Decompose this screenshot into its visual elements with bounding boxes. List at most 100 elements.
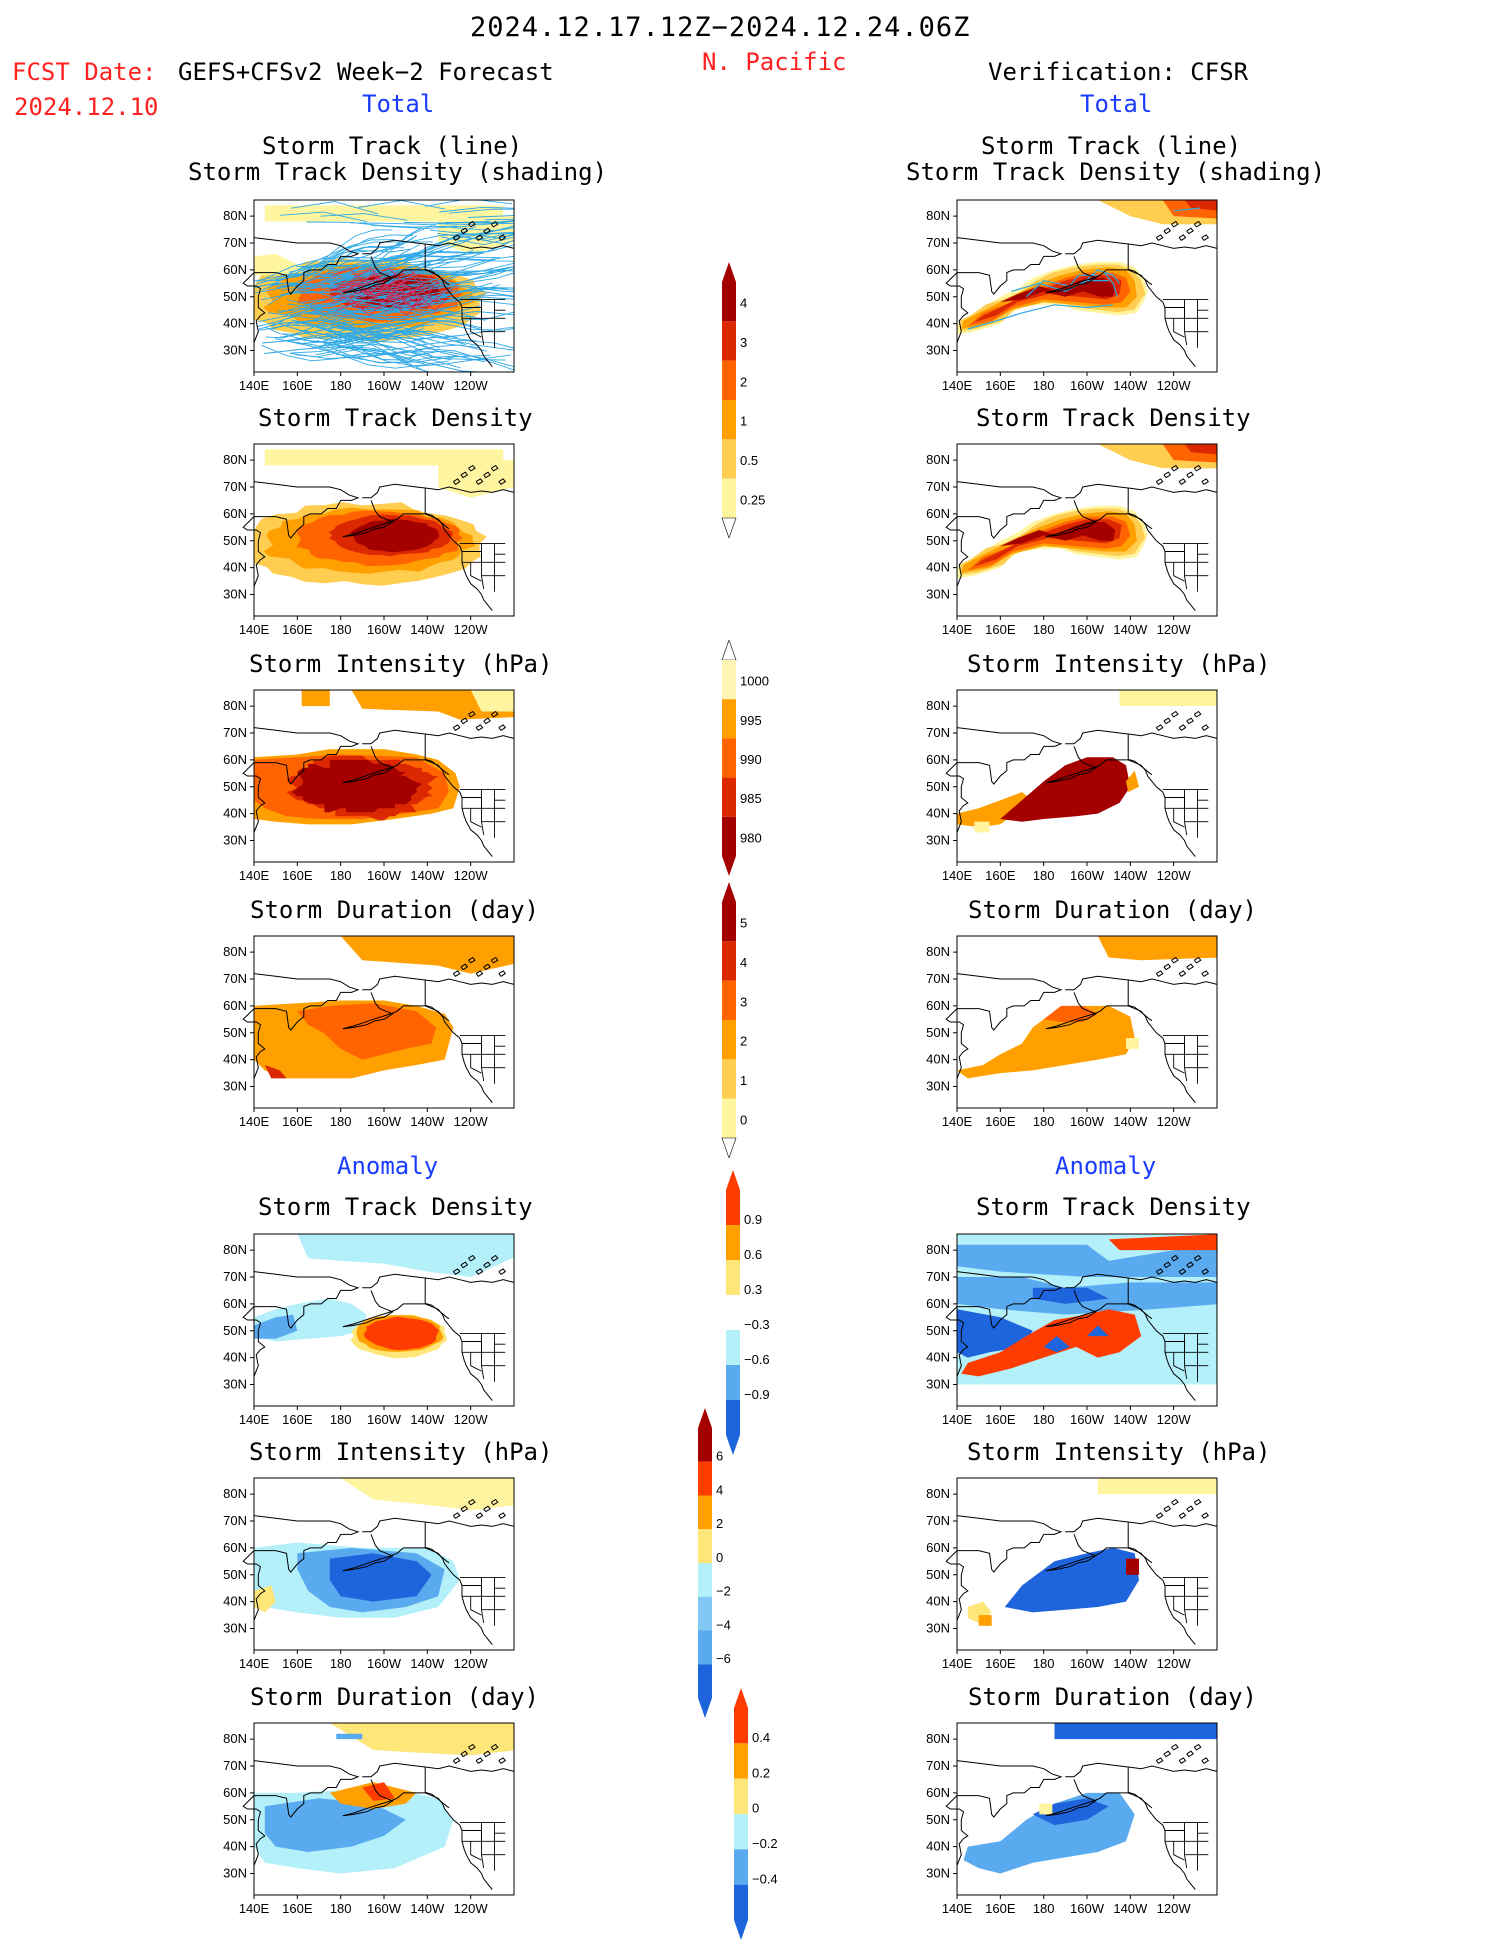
colorbar-label: 0.4 [752,1730,770,1745]
colorbar-cap-bottom [722,856,736,876]
map-obs-anom-duration: 80N 70N 60N 50N 40N 30N 140E 160E 180 160W 140W 120… [905,1719,1218,1916]
state-borders [459,788,506,838]
observed-storm-tracks [967,207,1200,330]
shading-region [297,1234,514,1277]
colorbar-label: −2 [716,1584,731,1599]
colorbar-swatch [698,1563,712,1597]
map-field [963,1723,1217,1874]
shading-region [957,1005,1135,1079]
lon-label: 160W [1070,868,1105,883]
title-duration-left: Storm Duration (day) [250,896,539,924]
lat-label: 70N [223,235,247,250]
shading-region [329,1723,514,1756]
colorbar-label: 6 [716,1449,723,1464]
colorbar-swatch [734,1849,748,1885]
map-obs-anom-duration-svg: 80N 70N 60N 50N 40N 30N 140E 160E 180 160W 140W 120… [926,1722,1218,1916]
colorbar-label: −0.3 [744,1317,770,1332]
colorbar-swatch [698,1495,712,1530]
region-label: N. Pacific [702,48,847,76]
title-anom-density-right: Storm Track Density [976,1193,1251,1221]
colorbar-label: −0.9 [744,1387,770,1402]
lon-label: 160W [367,1656,402,1671]
colorbar-swatch [722,941,736,981]
title-track-shading-left: Storm Track Density (shading) [188,158,608,186]
shading-region [1108,1234,1217,1251]
shading-region [1043,1336,1070,1353]
shading-region [301,690,330,707]
coastline [945,1743,1218,1890]
lon-label: 160W [367,1114,402,1129]
lat-label: 30N [926,587,950,602]
colorbar-cap-bottom [721,1137,737,1159]
colorbar-swatch [722,282,736,322]
lat-label: 80N [223,1242,247,1257]
lon-label: 140E [942,622,973,637]
title-anom-intensity-left: Storm Intensity (hPa) [249,1438,553,1466]
lon-label: 160W [367,868,402,883]
map-fc-intensity: 80N 70N 60N 50N 40N 30N 140E 160E 180 160W 140W 120… [202,686,515,883]
lon-label: 160E [985,1656,1016,1671]
colorbar-cap-bottom [698,1698,712,1718]
lat-label: 30N [223,1621,247,1636]
section-total-right: Total [1080,90,1153,118]
coastline [242,220,515,367]
title-density-right: Storm Track Density [976,404,1251,432]
shading-region [291,759,422,813]
lat-label: 60N [926,506,950,521]
lat-label: 40N [926,1052,950,1067]
title-anom-duration-left: Storm Duration (day) [250,1683,539,1711]
shading-region [254,1314,298,1339]
state-borders [1162,788,1209,838]
lon-label: 160E [282,378,313,393]
lat-label: 60N [223,262,247,277]
lat-label: 70N [223,479,247,494]
colorbar-swatch [698,1461,712,1496]
colorbar-swatch [734,1884,748,1920]
shading-region [1184,444,1217,455]
colorbar-swatch [734,1708,748,1744]
lon-label: 160E [282,622,313,637]
lon-label: 160W [367,1412,402,1427]
map-obs-duration-svg: 80N 70N 60N 50N 40N 30N 140E 160E 180 160W 140W 120… [926,935,1218,1129]
map-obs-anom-intensity: 80N 70N 60N 50N 40N 30N 140E 160E 180 160W 140W 120… [905,1474,1218,1671]
lat-label: 50N [223,1323,247,1338]
map-fc-anom-intensity: 80N 70N 60N 50N 40N 30N 140E 160E 180 160W 140W 120… [202,1474,515,1671]
lat-label: 50N [926,289,950,304]
lon-label: 140E [239,622,270,637]
title-intensity-right: Storm Intensity (hPa) [967,650,1271,678]
map-obs-duration: 80N 70N 60N 50N 40N 30N 140E 160E 180 160W 140W 120… [905,932,1218,1129]
colorbar-swatch [734,1778,748,1814]
lat-label: 50N [926,1025,950,1040]
colorbar-label: −4 [716,1617,731,1632]
lon-label: 140W [1113,868,1148,883]
shading-region [974,821,990,833]
map-obs-intensity-svg: 80N 70N 60N 50N 40N 30N 140E 160E 180 160W 140W 120… [926,689,1218,883]
colorbar-label: 4 [740,296,747,311]
lon-label: 160E [282,868,313,883]
colorbar-label: −6 [716,1651,731,1666]
colorbar-density-anom-wrap: 0.9 0.6 0.3 −0.3 −0.6 −0.9 [718,1170,778,1459]
colorbar-label: 0.5 [740,453,758,468]
colorbar-swatch [722,1020,736,1060]
lon-label: 120W [454,622,489,637]
lat-label: 60N [223,506,247,521]
colorbar-swatch [722,400,736,440]
shading-region [364,1316,439,1351]
lon-label: 180 [1033,1114,1055,1129]
lat-label: 80N [223,698,247,713]
fcst-model: GEFS+CFSv2 Week−2 Forecast [178,58,554,86]
lon-label: 120W [1157,622,1192,637]
lat-label: 80N [926,1486,950,1501]
lon-label: 180 [1033,1412,1055,1427]
shading-region [264,1065,287,1079]
lon-label: 140E [239,1412,270,1427]
map-fc-track-density-svg: 80N 70N 60N 50N 40N 30N 140E 160E 180 160W 140W 120… [223,443,515,637]
state-borders [459,1821,506,1871]
coastline [242,1498,515,1645]
forecast-period: 2024.12.17.12Z−2024.12.24.06Z [470,12,971,43]
colorbar-label: −0.2 [752,1836,778,1851]
colorbar-duration-total: 5 4 3 2 1 0 [721,882,747,1159]
colorbar-label: 995 [740,713,762,728]
colorbar-swatch [722,1098,736,1138]
shading-region [1087,1325,1109,1337]
